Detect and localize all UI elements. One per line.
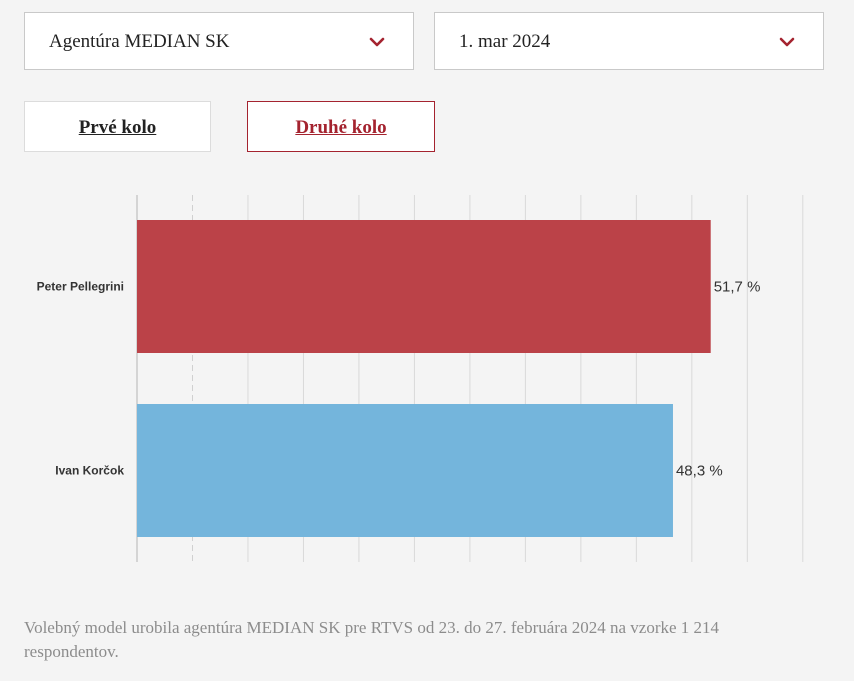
poll-bar-chart: Peter Pellegrini 51,7 % Ivan Korčok 48,3 % [37,195,804,562]
date-select-value: 1. mar 2024 [459,31,551,52]
chevron-down-icon [779,37,795,47]
data-label: 51,7 % [714,279,761,296]
tab-first-round[interactable]: Prvé kolo [24,101,211,152]
category-label: Ivan Korčok [55,464,124,478]
tab-second-round[interactable]: Druhé kolo [247,101,435,152]
category-label: Peter Pellegrini [37,280,124,294]
footnote: Volebný model urobila agentúra MEDIAN SK… [24,618,720,661]
data-label: 48,3 % [676,463,723,480]
date-select[interactable]: 1. mar 2024 [434,12,824,70]
chevron-down-icon [369,37,385,47]
bar [137,220,711,353]
agency-select-value: Agentúra MEDIAN SK [49,31,230,52]
bar [137,404,673,537]
agency-select[interactable]: Agentúra MEDIAN SK [24,12,414,70]
